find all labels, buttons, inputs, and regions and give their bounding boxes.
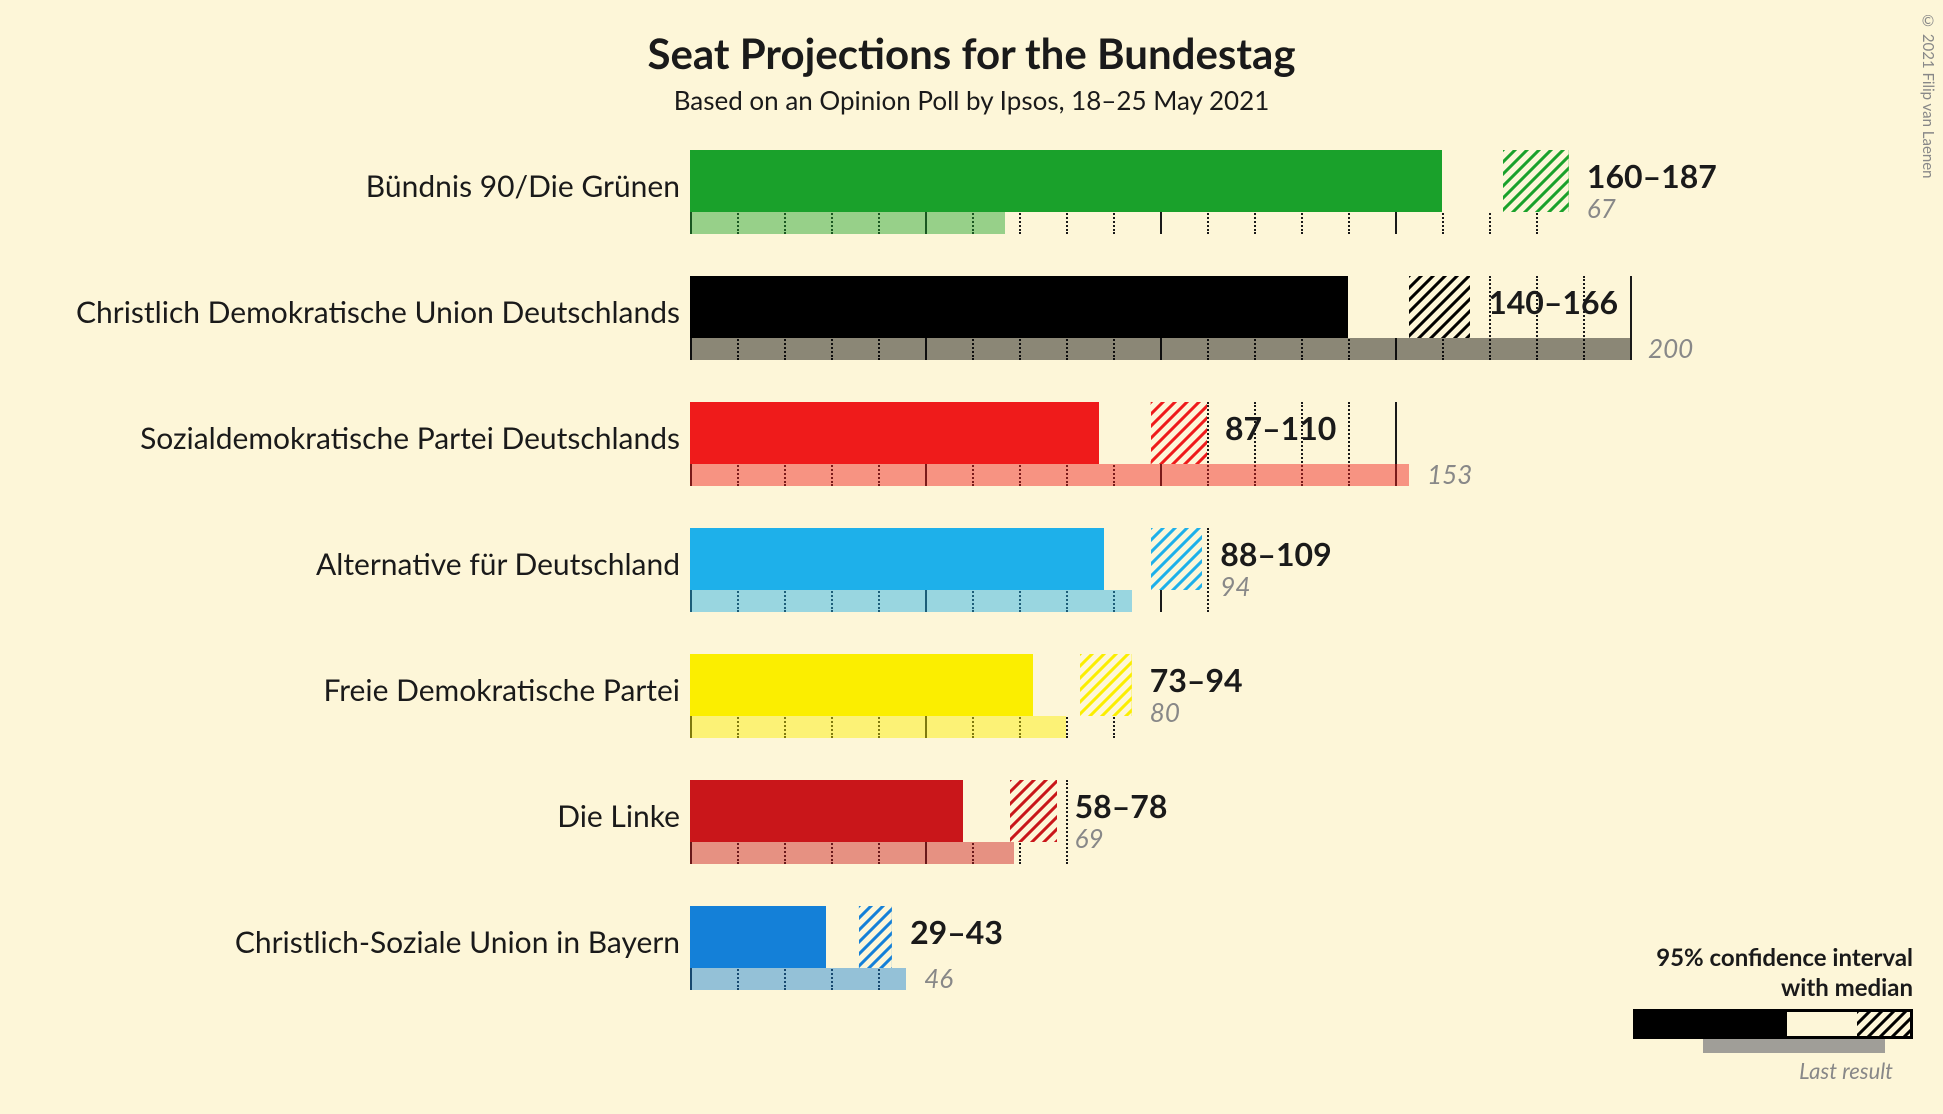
party-row: Sozialdemokratische Partei Deutschlands … [690, 402, 1690, 512]
last-label: 67 [1587, 192, 1616, 224]
legend-diaghatch [1857, 1009, 1913, 1039]
party-label: Christlich-Soziale Union in Bayern [20, 924, 680, 960]
legend-last-bar [1703, 1039, 1885, 1053]
last-result-bar [690, 716, 1066, 738]
legend-crosshatch [1787, 1009, 1857, 1039]
legend-title: 95% confidence interval with median [1633, 943, 1913, 1003]
copyright: © 2021 Filip van Laenen [1919, 12, 1937, 179]
range-label: 87–110 [1225, 408, 1336, 447]
gridline [1630, 276, 1632, 360]
bar-solid [690, 276, 1348, 338]
last-label: 80 [1150, 696, 1180, 728]
legend-last-label: Last result [1633, 1057, 1913, 1084]
bar-solid [690, 402, 1099, 464]
bar-diaghatch [1151, 528, 1203, 590]
range-label: 140–166 [1488, 282, 1618, 321]
chart-area: Bündnis 90/Die Grünen 160–18767 Christlic… [690, 150, 1690, 1080]
last-label: 46 [924, 962, 953, 994]
party-label: Alternative für Deutschland [20, 546, 680, 582]
range-label: 29–43 [910, 912, 1003, 951]
bar-diaghatch [1010, 780, 1057, 842]
bar-diaghatch [1151, 402, 1207, 464]
chart-title: Seat Projections for the Bundestag [0, 0, 1943, 78]
party-row: Christlich Demokratische Union Deutschla… [690, 276, 1690, 386]
range-label: 88–109 [1220, 534, 1331, 573]
party-row: Freie Demokratische Partei 73–9480 [690, 654, 1690, 764]
bar-diaghatch [1080, 654, 1132, 716]
bar-crosshatch [1348, 276, 1409, 338]
legend: 95% confidence interval with median Last… [1633, 943, 1913, 1084]
legend-line2: with median [1781, 973, 1913, 1002]
party-row: Christlich-Soziale Union in Bayern 29–43… [690, 906, 1690, 1016]
last-result-bar [690, 212, 1005, 234]
legend-swatch [1633, 1009, 1913, 1055]
bar-diaghatch [859, 906, 892, 968]
bar-crosshatch [1033, 654, 1080, 716]
bar-solid [690, 654, 1033, 716]
bar-diaghatch [1409, 276, 1470, 338]
last-result-bar [690, 842, 1014, 864]
last-label: 153 [1427, 458, 1472, 490]
range-label: 160–187 [1587, 156, 1717, 195]
bar-solid [690, 780, 963, 842]
party-label: Die Linke [20, 798, 680, 834]
bar-crosshatch [826, 906, 859, 968]
gridline [1066, 780, 1068, 864]
bar-crosshatch [963, 780, 1010, 842]
range-label: 73–94 [1150, 660, 1243, 699]
party-label: Christlich Demokratische Union Deutschla… [20, 294, 680, 330]
bar-solid [690, 528, 1104, 590]
bar-crosshatch [1442, 150, 1503, 212]
range-label: 58–78 [1075, 786, 1168, 825]
bar-solid [690, 906, 826, 968]
last-label: 200 [1648, 332, 1693, 364]
bar-solid [690, 150, 1442, 212]
gridline [1207, 528, 1209, 612]
legend-line1: 95% confidence interval [1656, 943, 1913, 972]
party-label: Sozialdemokratische Partei Deutschlands [20, 420, 680, 456]
last-result-bar [690, 590, 1132, 612]
party-row: Die Linke 58–7869 [690, 780, 1690, 890]
party-row: Alternative für Deutschland 88–10994 [690, 528, 1690, 638]
last-result-bar [690, 968, 906, 990]
party-row: Bündnis 90/Die Grünen 160–18767 [690, 150, 1690, 260]
chart-subtitle: Based on an Opinion Poll by Ipsos, 18–25… [0, 78, 1943, 140]
bar-diaghatch [1503, 150, 1569, 212]
legend-solid [1633, 1009, 1787, 1039]
party-label: Bündnis 90/Die Grünen [20, 168, 680, 204]
bar-crosshatch [1099, 402, 1151, 464]
last-label: 69 [1075, 822, 1104, 854]
party-label: Freie Demokratische Partei [20, 672, 680, 708]
last-result-bar [690, 338, 1630, 360]
last-result-bar [690, 464, 1409, 486]
last-label: 94 [1220, 570, 1250, 602]
bar-crosshatch [1104, 528, 1151, 590]
